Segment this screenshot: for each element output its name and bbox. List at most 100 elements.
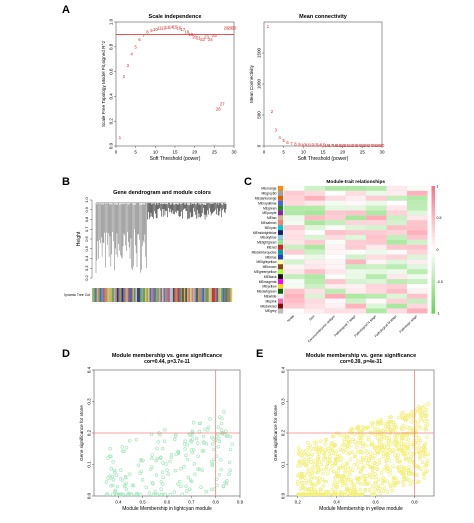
power-point-label: 19 (336, 143, 341, 148)
module-row-label: MEgreenyellow (254, 270, 277, 274)
heatmap-cell (406, 298, 428, 304)
heatmap-cell (365, 234, 387, 240)
module-color-cell (224, 288, 226, 302)
colorbar-tick-label: -1 (437, 312, 440, 316)
x-tick-label: 0.6 (372, 500, 379, 505)
colorbar-segment (431, 270, 435, 276)
heatmap-cell (386, 190, 408, 196)
colorbar-tick-label: 0 (437, 248, 439, 252)
plot-frame (263, 21, 383, 147)
power-point-label: 1 (119, 135, 122, 140)
module-color-cell (208, 288, 211, 302)
heatmap-cell (304, 210, 326, 216)
module-color-cell (171, 288, 174, 302)
colorbar-tick-label: 1 (437, 184, 439, 188)
module-color-swatch (277, 288, 284, 294)
power-point-label: 5 (134, 44, 137, 49)
heatmap-cell (283, 225, 305, 231)
y-tick-label: 0.7 (84, 226, 89, 232)
module-color-cell (151, 288, 153, 302)
y-tick-label: 0.1 (87, 461, 92, 468)
heatmap-cell (406, 185, 428, 191)
heatmap-cell (283, 269, 305, 275)
module-color-swatch (277, 264, 284, 270)
module-row-label: MEblue (265, 255, 276, 259)
heatmap-cell (304, 234, 326, 240)
heatmap-cell (345, 215, 367, 221)
power-point-label: 30 (380, 143, 385, 148)
trait-column-label: Nodal (286, 314, 295, 323)
y-tick-label: 0.5 (84, 245, 89, 251)
heatmap-cell (345, 264, 367, 270)
module-color-swatch (277, 269, 284, 275)
module-color-cell (96, 288, 99, 302)
y-tick-label: 1.0 (84, 196, 89, 202)
heatmap-cell (283, 249, 305, 255)
module-color-cell (214, 288, 217, 302)
trait-column-label: Size (308, 314, 315, 321)
y-tick-label: 0.6 (109, 68, 114, 75)
heatmap-cell (304, 190, 326, 196)
module-color-cell (101, 288, 104, 302)
heatmap-cell (345, 244, 367, 250)
module-color-cell (115, 288, 118, 302)
heatmap-cell (304, 298, 326, 304)
heatmap-cell (324, 264, 346, 270)
heatmap-cell (386, 234, 408, 240)
heatmap-cell (324, 210, 346, 216)
power-point-label: 18 (332, 143, 337, 148)
x-axis-label: Module Membership in lightcyan module (122, 506, 212, 512)
heatmap-cell (386, 230, 408, 236)
module-color-cell (194, 288, 197, 302)
heatmap-cell (283, 210, 305, 216)
heatmap-cell (406, 215, 428, 221)
y-tick-label: 0.3 (87, 398, 92, 405)
panel-label-e: E (256, 348, 264, 360)
heatmap-cell (345, 269, 367, 275)
heatmap-cell (283, 205, 305, 211)
y-axis-label: Height (76, 231, 82, 246)
heatmap-cell (406, 303, 428, 309)
module-row-label: MEbrown (263, 265, 277, 269)
module-color-swatch (277, 279, 284, 285)
x-tick-label: 5 (134, 150, 137, 155)
heatmap-cell (345, 279, 367, 285)
colorbar-segment (431, 245, 435, 250)
module-color-swatch (277, 225, 284, 231)
module-color-cell (210, 288, 212, 302)
heatmap-cell (345, 195, 367, 201)
power-point-label: 15 (321, 143, 326, 148)
power-point-label: 2 (271, 109, 274, 114)
heatmap-cell (386, 249, 408, 255)
colorbar-segment (431, 211, 435, 217)
heatmap-cell (365, 254, 387, 260)
colorbar-segment (431, 198, 435, 204)
colorbar-segment (431, 241, 435, 246)
module-color-cell (188, 288, 191, 302)
y-tick-label: 0.2 (87, 429, 92, 436)
heatmap-cell (324, 254, 346, 260)
module-color-cell (134, 288, 136, 302)
module-row-label: MEsalmon (261, 221, 277, 225)
heatmap-cell (283, 234, 305, 240)
module-color-cell (130, 288, 133, 302)
heatmap-cell (386, 200, 408, 206)
power-point-label: 14 (169, 24, 174, 29)
module-color-cell (110, 288, 113, 302)
power-point-label: 26 (364, 143, 369, 148)
module-color-cell (174, 288, 177, 302)
colorbar-segment (431, 262, 435, 267)
heatmap-cell (304, 269, 326, 275)
heatmap-cell (324, 195, 346, 201)
colorbar-segment (431, 186, 435, 191)
panel-label-d: D (62, 348, 70, 360)
power-point-label: 25 (212, 33, 217, 38)
heatmap-cell (386, 259, 408, 265)
colorbar-segment (431, 224, 435, 229)
module-row-label: MEmagenta (259, 280, 277, 284)
heatmap-cell (324, 225, 346, 231)
heatmap-cell (365, 220, 387, 226)
heatmap-cell (304, 239, 326, 245)
y-axis-label: Mean Connectivity (249, 64, 254, 102)
heatmap-cell (386, 215, 408, 221)
